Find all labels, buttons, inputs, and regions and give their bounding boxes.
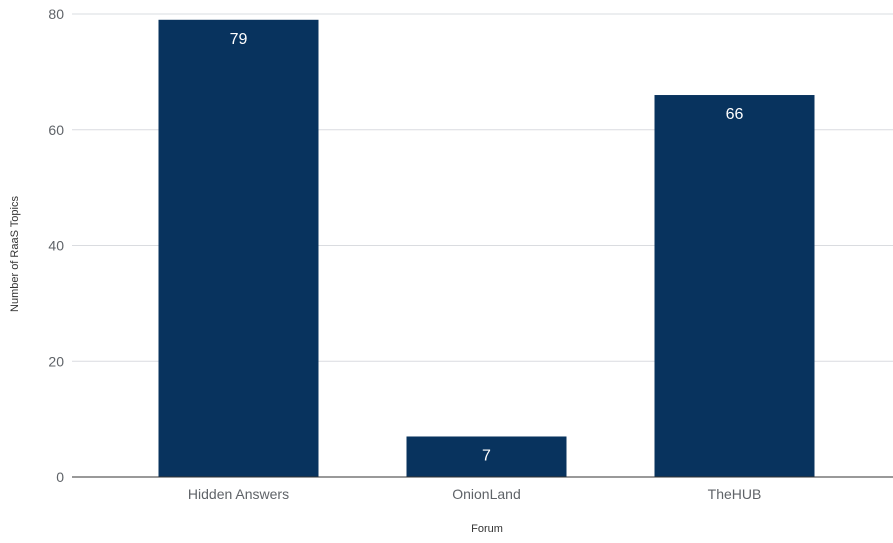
bar	[406, 436, 567, 477]
data-label: 7	[482, 447, 491, 464]
y-axis-title: Number of RaaS Topics	[9, 196, 21, 312]
x-category-label: OnionLand	[452, 486, 521, 502]
x-axis-categories: Hidden Answers OnionLand TheHUB	[188, 486, 761, 502]
bars	[158, 19, 815, 478]
bar	[654, 95, 815, 478]
x-category-label: Hidden Answers	[188, 486, 289, 502]
y-tick-label: 80	[48, 6, 64, 22]
data-labels: 79 7 66	[230, 31, 744, 465]
x-category-label: TheHUB	[708, 486, 762, 502]
y-tick-label: 20	[48, 353, 64, 369]
y-tick-label: 60	[48, 122, 64, 138]
data-label: 79	[230, 31, 248, 48]
y-tick-label: 40	[48, 238, 64, 254]
x-axis-title: Forum	[471, 523, 503, 535]
y-axis-ticks: 0 20 40 60 80	[48, 6, 64, 485]
data-label: 66	[726, 106, 744, 123]
y-tick-label: 0	[56, 469, 64, 485]
bar	[158, 19, 319, 477]
